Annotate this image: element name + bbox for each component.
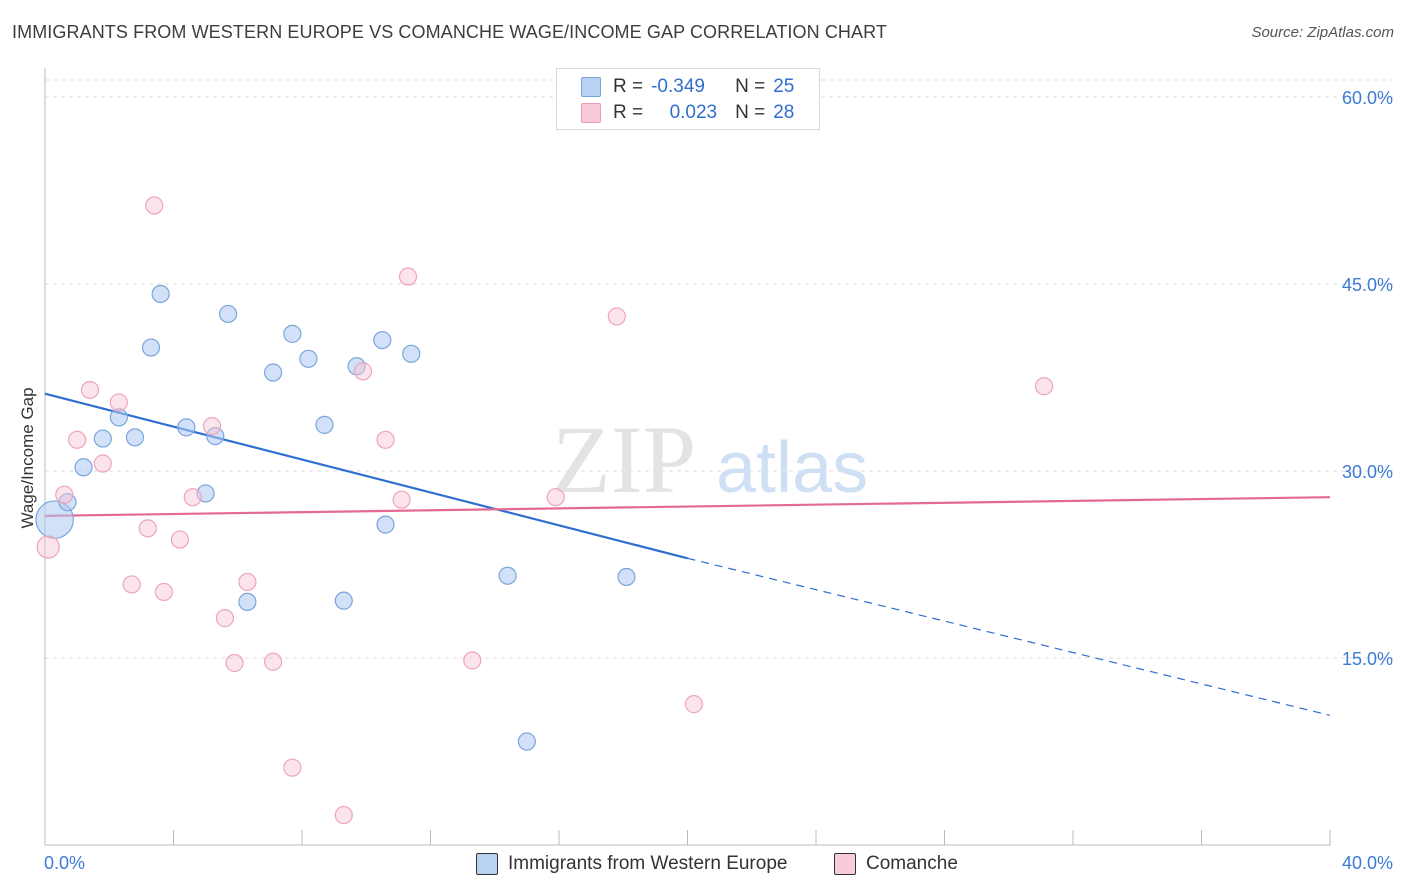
legend-r-label: R = [613, 102, 644, 123]
point-western-europe [517, 732, 536, 751]
point-comanche [80, 380, 100, 400]
point-comanche [145, 196, 164, 215]
legend-r-value: 0.023 [669, 102, 718, 123]
point-western-europe [151, 284, 170, 304]
bottom-legend-comanche: Comanche [834, 852, 958, 876]
legend-swatch-blue [581, 77, 601, 97]
bottom-legend-swatch-blue [476, 853, 498, 875]
point-western-europe [238, 592, 257, 612]
point-comanche [1034, 377, 1054, 396]
point-comanche [376, 430, 395, 449]
legend-r-value: -0.349 [651, 76, 705, 97]
trend-lines [44, 392, 1331, 716]
point-comanche [68, 430, 87, 449]
legend-n-value: 25 [773, 76, 795, 97]
tick-labels: 15.0% 30.0% 45.0% 60.0% 0.0% 40.0% [44, 88, 1393, 873]
point-comanche [238, 572, 257, 592]
point-comanche [263, 652, 283, 671]
point-western-europe [74, 458, 93, 477]
data-points [35, 196, 1054, 825]
point-comanche [398, 267, 418, 286]
point-comanche [607, 307, 626, 326]
point-western-europe [373, 331, 392, 350]
point-comanche [334, 805, 353, 825]
x-tick-label: 0.0% [44, 853, 85, 873]
point-western-europe [299, 349, 318, 368]
point-comanche [109, 393, 128, 412]
y-tick-label: 30.0% [1342, 462, 1393, 482]
axes [44, 68, 1331, 846]
point-comanche [36, 535, 60, 559]
point-western-europe [498, 566, 517, 585]
point-comanche [93, 454, 112, 473]
point-comanche [225, 653, 244, 673]
legend-n-value: 28 [773, 102, 795, 123]
point-comanche [138, 519, 157, 538]
point-western-europe [93, 429, 112, 448]
point-western-europe [109, 408, 128, 427]
point-comanche [546, 488, 565, 507]
point-comanche [154, 582, 173, 602]
watermark-atlas: atlas [716, 428, 868, 508]
point-comanche [353, 362, 373, 381]
watermark: ZIP atlas [552, 406, 868, 513]
point-comanche [463, 651, 482, 670]
point-comanche [183, 488, 202, 507]
point-western-europe [206, 426, 225, 446]
legend-n-label: N = [735, 76, 766, 97]
point-comanche [215, 609, 234, 628]
point-comanche [170, 530, 190, 549]
point-western-europe [141, 338, 161, 357]
legend-row-western-europe: R = -0.349 N = 25 [581, 75, 794, 99]
point-western-europe [315, 415, 334, 434]
point-western-europe [219, 304, 238, 324]
y-tick-label: 60.0% [1342, 88, 1393, 108]
point-western-europe [402, 344, 421, 363]
bottom-legend-western-europe: Immigrants from Western Europe [476, 852, 787, 876]
x-tick-label: 40.0% [1342, 853, 1393, 873]
bottom-legend-swatch-pink [834, 853, 856, 875]
legend-n-label: N = [735, 102, 766, 123]
trend-line-western-europe [44, 392, 688, 560]
watermark-zip: ZIP [552, 406, 696, 513]
point-western-europe [177, 418, 196, 437]
trend-line-western-europe-extension [687, 557, 1331, 716]
trend-line-comanche [44, 496, 1331, 517]
point-western-europe [283, 324, 302, 343]
point-western-europe [263, 363, 283, 382]
gridlines [45, 79, 1395, 659]
chart-title: IMMIGRANTS FROM WESTERN EUROPE VS COMANC… [12, 22, 888, 42]
point-western-europe [334, 591, 353, 610]
point-comanche [122, 575, 141, 594]
y-tick-label: 45.0% [1342, 275, 1393, 295]
legend-r-label: R = [613, 76, 644, 97]
point-comanche [684, 695, 704, 714]
point-western-europe [376, 515, 395, 534]
point-comanche [283, 758, 302, 777]
point-comanche [202, 417, 222, 436]
point-comanche [55, 485, 74, 504]
stats-legend: R = -0.349 N = 25 R = 0.023 N = 28 [556, 68, 820, 130]
bottom-legend-label: Comanche [866, 853, 958, 874]
point-western-europe [125, 428, 145, 447]
bottom-legend-label: Immigrants from Western Europe [508, 853, 788, 874]
legend-row-comanche: R = 0.023 N = 28 [581, 101, 794, 125]
legend-swatch-pink [581, 103, 601, 123]
y-axis-label: Wage/Income Gap [18, 387, 37, 529]
point-western-europe [617, 567, 636, 587]
point-comanche [392, 490, 411, 509]
source-label: Source: ZipAtlas.com [1251, 24, 1394, 41]
y-tick-label: 15.0% [1342, 649, 1393, 669]
